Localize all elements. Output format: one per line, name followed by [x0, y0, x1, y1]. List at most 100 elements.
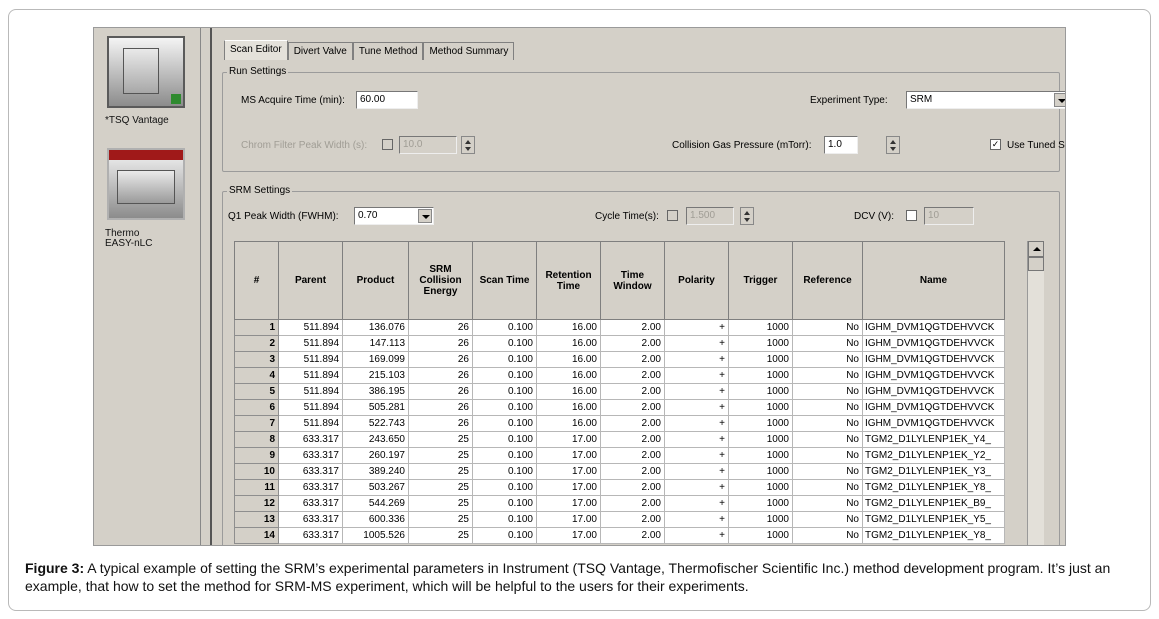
table-cell[interactable]: 1000: [728, 511, 793, 528]
table-cell[interactable]: 511.894: [278, 367, 343, 384]
table-cell[interactable]: 1000: [728, 431, 793, 448]
table-cell[interactable]: +: [664, 447, 729, 464]
table-cell[interactable]: No: [792, 367, 863, 384]
table-cell[interactable]: 511.894: [278, 415, 343, 432]
row-number-cell[interactable]: 1: [234, 319, 279, 336]
row-number-cell[interactable]: 14: [234, 527, 279, 544]
table-cell[interactable]: 16.00: [536, 319, 601, 336]
row-number-cell[interactable]: 10: [234, 463, 279, 480]
tsq-vantage-icon[interactable]: [107, 36, 185, 108]
table-cell[interactable]: 169.099: [342, 351, 409, 368]
table-cell[interactable]: 633.317: [278, 495, 343, 512]
table-cell[interactable]: +: [664, 399, 729, 416]
row-number-cell[interactable]: 11: [234, 479, 279, 496]
table-row[interactable]: 4 511.894 215.103 26 0.100 16.00 2.00 +1000 No IG…: [234, 367, 1005, 384]
table-cell[interactable]: TGM2_D1LYLENP1EK_Y4_: [862, 431, 1005, 448]
table-cell[interactable]: 2.00: [600, 351, 665, 368]
table-cell[interactable]: No: [792, 463, 863, 480]
table-cell[interactable]: No: [792, 351, 863, 368]
table-cell[interactable]: 1000: [728, 319, 793, 336]
table-cell[interactable]: IGHM_DVM1QGTDEHVVCK: [862, 351, 1005, 368]
table-cell[interactable]: +: [664, 495, 729, 512]
table-row[interactable]: 2 511.894 147.113 26 0.100 16.00 2.00 +1000 No IG…: [234, 335, 1005, 352]
table-cell[interactable]: 1000: [728, 367, 793, 384]
column-header[interactable]: Retention Time: [536, 241, 601, 320]
table-cell[interactable]: +: [664, 511, 729, 528]
table-cell[interactable]: 17.00: [536, 447, 601, 464]
table-cell[interactable]: 511.894: [278, 335, 343, 352]
table-cell[interactable]: 1000: [728, 463, 793, 480]
row-number-cell[interactable]: 4: [234, 367, 279, 384]
table-cell[interactable]: 2.00: [600, 367, 665, 384]
table-cell[interactable]: 1000: [728, 415, 793, 432]
table-cell[interactable]: 16.00: [536, 399, 601, 416]
table-row[interactable]: 9 633.317 260.197 25 0.100 17.00 2.00 +1000 No TG…: [234, 447, 1005, 464]
table-cell[interactable]: 26: [408, 335, 473, 352]
table-cell[interactable]: 243.650: [342, 431, 409, 448]
table-cell[interactable]: +: [664, 431, 729, 448]
table-cell[interactable]: No: [792, 399, 863, 416]
table-cell[interactable]: 0.100: [472, 367, 537, 384]
table-cell[interactable]: No: [792, 319, 863, 336]
table-cell[interactable]: 16.00: [536, 367, 601, 384]
table-cell[interactable]: 0.100: [472, 463, 537, 480]
table-scrollbar[interactable]: [1027, 241, 1044, 545]
column-header[interactable]: Parent: [278, 241, 343, 320]
column-header[interactable]: Name: [862, 241, 1005, 320]
table-cell[interactable]: 505.281: [342, 399, 409, 416]
table-cell[interactable]: 16.00: [536, 383, 601, 400]
table-cell[interactable]: 633.317: [278, 511, 343, 528]
table-cell[interactable]: 1000: [728, 479, 793, 496]
table-cell[interactable]: 16.00: [536, 415, 601, 432]
table-cell[interactable]: No: [792, 495, 863, 512]
table-cell[interactable]: 17.00: [536, 463, 601, 480]
table-cell[interactable]: 26: [408, 415, 473, 432]
table-cell[interactable]: 2.00: [600, 447, 665, 464]
table-cell[interactable]: 0.100: [472, 335, 537, 352]
table-cell[interactable]: No: [792, 335, 863, 352]
table-row[interactable]: 7 511.894 522.743 26 0.100 16.00 2.00 +1000 No IG…: [234, 415, 1005, 432]
table-cell[interactable]: TGM2_D1LYLENP1EK_Y3_: [862, 463, 1005, 480]
tab-scan-editor[interactable]: Scan Editor: [224, 40, 288, 60]
table-cell[interactable]: 633.317: [278, 527, 343, 544]
column-header[interactable]: #: [234, 241, 279, 320]
chevron-down-icon[interactable]: [1054, 93, 1065, 107]
table-cell[interactable]: 2.00: [600, 527, 665, 544]
table-cell[interactable]: 0.100: [472, 415, 537, 432]
row-number-cell[interactable]: 5: [234, 383, 279, 400]
table-cell[interactable]: 1000: [728, 351, 793, 368]
table-cell[interactable]: 17.00: [536, 511, 601, 528]
tab-method-summary[interactable]: Method Summary: [423, 42, 515, 60]
table-cell[interactable]: TGM2_D1LYLENP1EK_B9_: [862, 495, 1005, 512]
table-cell[interactable]: 25: [408, 463, 473, 480]
table-cell[interactable]: 511.894: [278, 351, 343, 368]
collision-gas-spinner[interactable]: [886, 136, 900, 154]
table-cell[interactable]: 17.00: [536, 431, 601, 448]
table-cell[interactable]: TGM2_D1LYLENP1EK_Y8_: [862, 527, 1005, 544]
table-cell[interactable]: 25: [408, 431, 473, 448]
column-header[interactable]: Time Window: [600, 241, 665, 320]
table-cell[interactable]: 1000: [728, 527, 793, 544]
table-cell[interactable]: 26: [408, 319, 473, 336]
table-cell[interactable]: 0.100: [472, 479, 537, 496]
table-cell[interactable]: 503.267: [342, 479, 409, 496]
table-cell[interactable]: 0.100: [472, 399, 537, 416]
table-cell[interactable]: No: [792, 511, 863, 528]
table-cell[interactable]: +: [664, 383, 729, 400]
row-number-cell[interactable]: 6: [234, 399, 279, 416]
table-cell[interactable]: 0.100: [472, 495, 537, 512]
table-cell[interactable]: No: [792, 383, 863, 400]
table-cell[interactable]: No: [792, 527, 863, 544]
table-cell[interactable]: 0.100: [472, 511, 537, 528]
scroll-thumb[interactable]: [1028, 257, 1044, 271]
table-row[interactable]: 11 633.317 503.267 25 0.100 17.00 2.00 +1000 No T…: [234, 479, 1005, 496]
table-cell[interactable]: 25: [408, 479, 473, 496]
ms-acquire-input[interactable]: 60.00: [356, 91, 418, 109]
table-cell[interactable]: 0.100: [472, 383, 537, 400]
table-row[interactable]: 13 633.317 600.336 25 0.100 17.00 2.00 +1000 No T…: [234, 511, 1005, 528]
table-cell[interactable]: TGM2_D1LYLENP1EK_Y2_: [862, 447, 1005, 464]
table-cell[interactable]: 0.100: [472, 447, 537, 464]
column-header[interactable]: Product: [342, 241, 409, 320]
scroll-up-icon[interactable]: [1028, 241, 1044, 257]
table-cell[interactable]: 511.894: [278, 399, 343, 416]
